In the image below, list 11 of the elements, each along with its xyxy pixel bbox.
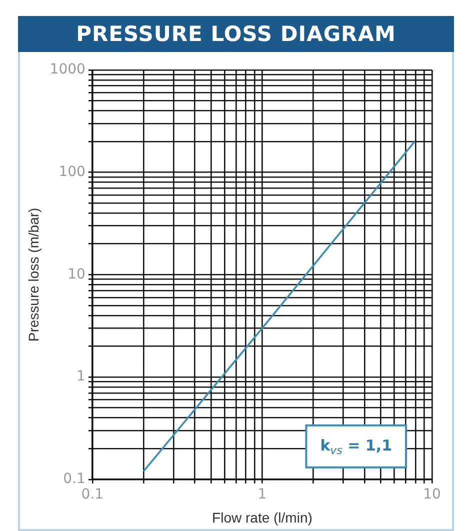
x-tick-label: 1 xyxy=(258,486,267,502)
y-tick-label: 100 xyxy=(58,164,86,180)
chart-title: PRESSURE LOSS DIAGRAM xyxy=(18,16,454,52)
y-tick-label: 0.1 xyxy=(63,471,86,488)
x-tick-label: 0.1 xyxy=(81,486,104,502)
x-tick-label: 10 xyxy=(423,486,441,502)
y-tick-label: 1 xyxy=(76,368,86,385)
y-axis-title: Pressure loss (m/bar) xyxy=(25,208,42,342)
y-tick-label: 10 xyxy=(68,266,86,282)
x-axis-title: Flow rate (l/min) xyxy=(212,509,312,526)
y-tick-label: 1000 xyxy=(50,62,86,78)
